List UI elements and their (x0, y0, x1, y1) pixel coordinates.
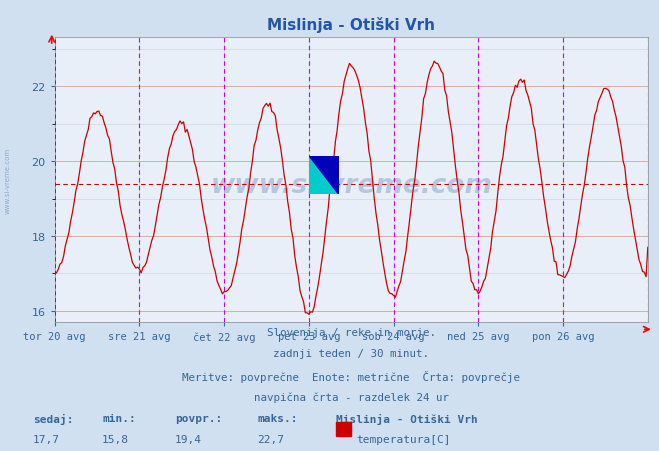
Text: zadnji teden / 30 minut.: zadnji teden / 30 minut. (273, 349, 429, 359)
Text: min.:: min.: (102, 413, 136, 423)
Text: navpična črta - razdelek 24 ur: navpična črta - razdelek 24 ur (254, 392, 449, 402)
Text: maks.:: maks.: (257, 413, 297, 423)
Text: 22,7: 22,7 (257, 434, 284, 444)
Polygon shape (309, 156, 339, 194)
Text: 17,7: 17,7 (33, 434, 60, 444)
Text: 15,8: 15,8 (102, 434, 129, 444)
Text: sedaj:: sedaj: (33, 413, 73, 423)
Text: Meritve: povprečne  Enote: metrične  Črta: povprečje: Meritve: povprečne Enote: metrične Črta:… (183, 370, 520, 382)
Text: www.si-vreme.com: www.si-vreme.com (210, 173, 492, 199)
Text: 19,4: 19,4 (175, 434, 202, 444)
Text: povpr.:: povpr.: (175, 413, 222, 423)
Title: Mislinja - Otiški Vrh: Mislinja - Otiški Vrh (268, 17, 435, 33)
Text: Slovenija / reke in morje.: Slovenija / reke in morje. (267, 327, 436, 337)
Text: Mislinja - Otiški Vrh: Mislinja - Otiški Vrh (336, 413, 478, 423)
Polygon shape (309, 156, 339, 194)
Text: www.si-vreme.com: www.si-vreme.com (5, 147, 11, 213)
Text: temperatura[C]: temperatura[C] (356, 434, 450, 444)
